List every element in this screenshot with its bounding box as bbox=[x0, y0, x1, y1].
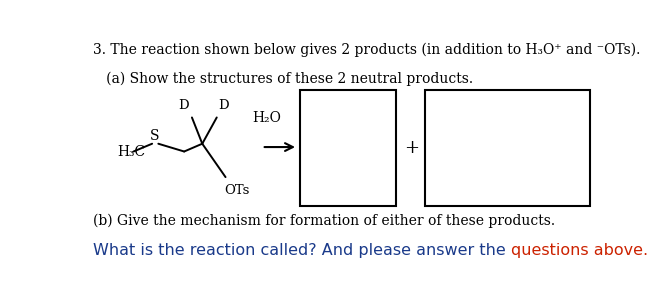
Text: OTs: OTs bbox=[225, 184, 250, 197]
Bar bbox=[425, 90, 590, 206]
Text: (a) Show the structures of these 2 neutral products.: (a) Show the structures of these 2 neutr… bbox=[93, 71, 473, 86]
Text: H₃C: H₃C bbox=[117, 144, 145, 158]
Bar bbox=[301, 90, 396, 206]
Text: +: + bbox=[404, 139, 419, 157]
Text: D: D bbox=[218, 99, 229, 112]
Text: S: S bbox=[150, 129, 159, 142]
Text: What is the reaction called? And please answer the: What is the reaction called? And please … bbox=[93, 243, 510, 258]
Text: (b) Give the mechanism for formation of either of these products.: (b) Give the mechanism for formation of … bbox=[93, 214, 555, 228]
Text: H₂O: H₂O bbox=[252, 111, 281, 125]
Text: 3. The reaction shown below gives 2 products (in addition to H₃O⁺ and ⁻OTs).: 3. The reaction shown below gives 2 prod… bbox=[93, 42, 640, 57]
Text: D: D bbox=[179, 99, 189, 112]
Text: questions above.: questions above. bbox=[510, 243, 648, 258]
